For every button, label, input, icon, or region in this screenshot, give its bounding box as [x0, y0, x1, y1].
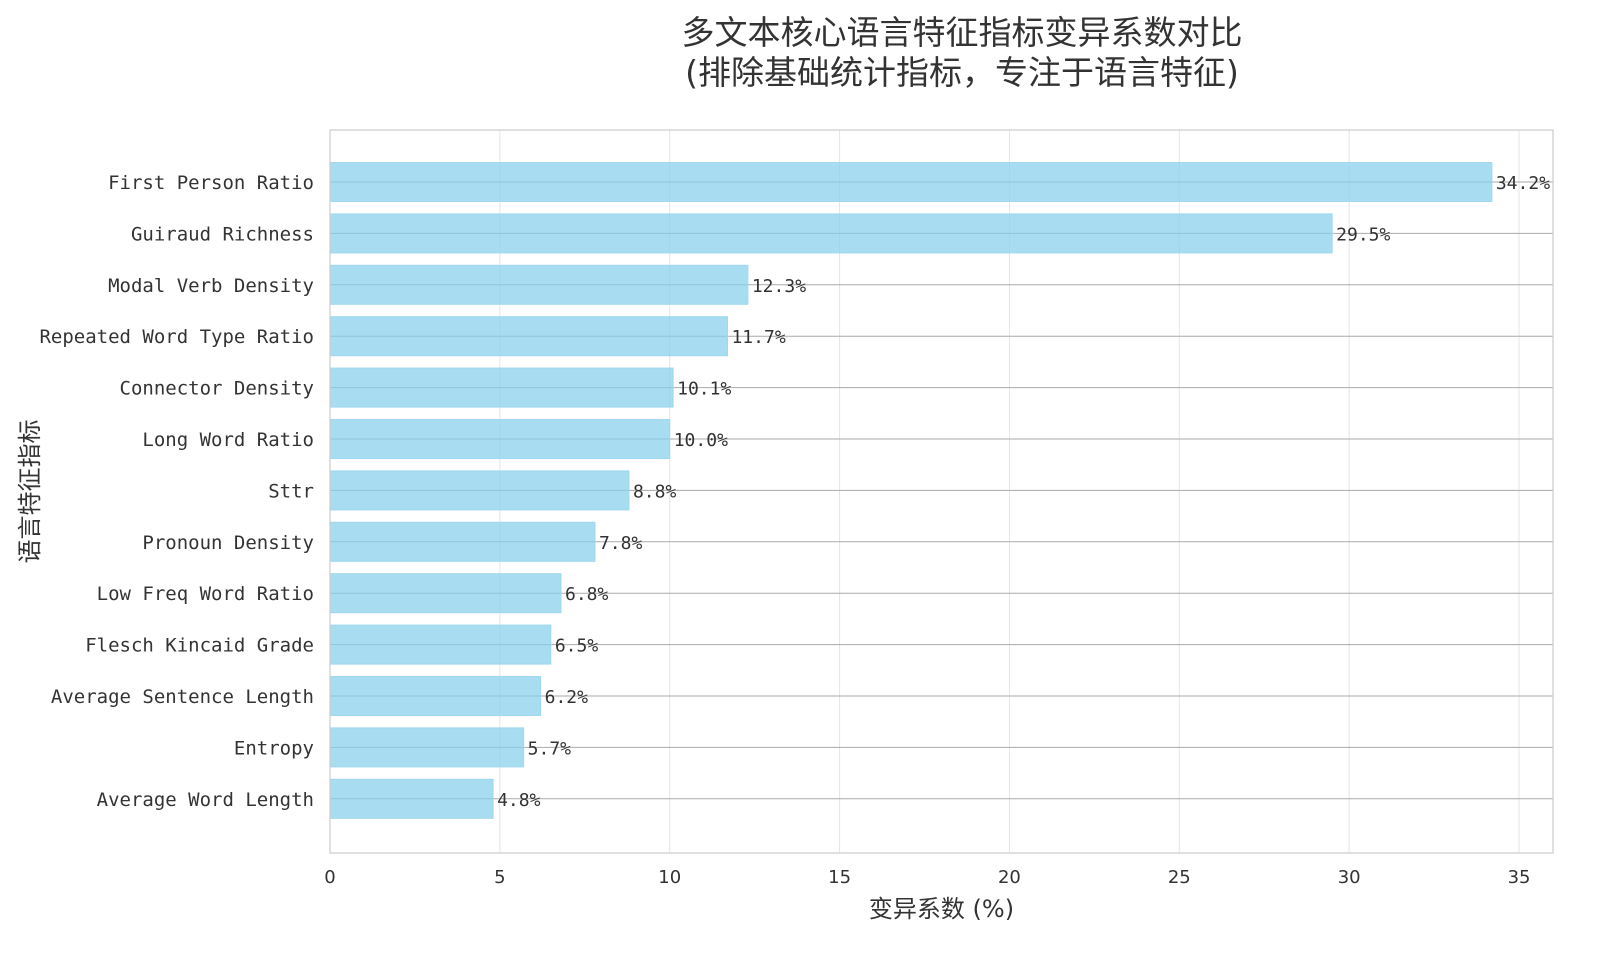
- bar: [329, 778, 494, 819]
- data-label: 5.7%: [528, 738, 572, 759]
- bar: [329, 676, 542, 716]
- data-label: 6.5%: [555, 636, 599, 657]
- bar: [329, 213, 1333, 254]
- x-tick-label: 35: [1508, 867, 1531, 888]
- x-tick-label: 10: [658, 867, 681, 888]
- bar: [329, 162, 1493, 202]
- data-label: 6.8%: [565, 584, 609, 605]
- category-label: Long Word Ratio: [142, 429, 314, 451]
- bar: [329, 419, 671, 459]
- data-label: 7.8%: [599, 533, 643, 554]
- bars: [329, 162, 1493, 819]
- x-tick-label: 15: [828, 867, 851, 888]
- data-label: 29.5%: [1336, 224, 1390, 245]
- y-axis-title: 语言特征指标: [16, 420, 44, 564]
- bar: [329, 521, 596, 562]
- category-label: Entropy: [234, 737, 314, 759]
- data-label: 11.7%: [731, 327, 785, 348]
- category-label: Sttr: [268, 480, 314, 502]
- bar: [329, 264, 749, 305]
- x-tick-label: 0: [324, 867, 335, 888]
- data-label: 10.1%: [677, 379, 731, 400]
- labels: 0 5 10 15 20 25 30 35 First Person Ratio 34.2% Gui…: [39, 172, 1550, 888]
- category-label: Average Word Length: [97, 789, 314, 811]
- category-label: Guiraud Richness: [131, 223, 314, 245]
- chart-subtitle: (排除基础统计指标，专注于语言特征): [685, 53, 1239, 92]
- category-label: Average Sentence Length: [51, 686, 314, 708]
- category-label: First Person Ratio: [108, 172, 314, 194]
- bar: [329, 573, 562, 614]
- category-label: Modal Verb Density: [108, 275, 314, 297]
- category-label: Flesch Kincaid Grade: [85, 635, 314, 657]
- bar: [329, 470, 630, 511]
- bar: [329, 727, 525, 768]
- data-label: 8.8%: [633, 481, 677, 502]
- category-label: Low Freq Word Ratio: [97, 583, 314, 605]
- plot-frame: [329, 129, 1554, 854]
- x-tick-label: 20: [998, 867, 1021, 888]
- bar: [329, 316, 728, 357]
- x-tick-label: 5: [494, 867, 505, 888]
- category-label: Repeated Word Type Ratio: [39, 326, 314, 348]
- data-label: 10.0%: [674, 430, 728, 451]
- chart-title: 多文本核心语言特征指标变异系数对比: [681, 13, 1243, 52]
- bar: [329, 624, 552, 665]
- data-label: 4.8%: [497, 790, 541, 811]
- data-label: 6.2%: [545, 687, 589, 708]
- category-label: Connector Density: [120, 378, 314, 400]
- data-label: 34.2%: [1496, 173, 1550, 194]
- data-label: 12.3%: [752, 276, 806, 297]
- x-tick-label: 30: [1338, 867, 1361, 888]
- bar: [329, 367, 674, 408]
- x-axis-title: 变异系数 (%): [869, 895, 1014, 923]
- category-label: Pronoun Density: [142, 532, 314, 554]
- x-tick-label: 25: [1168, 867, 1191, 888]
